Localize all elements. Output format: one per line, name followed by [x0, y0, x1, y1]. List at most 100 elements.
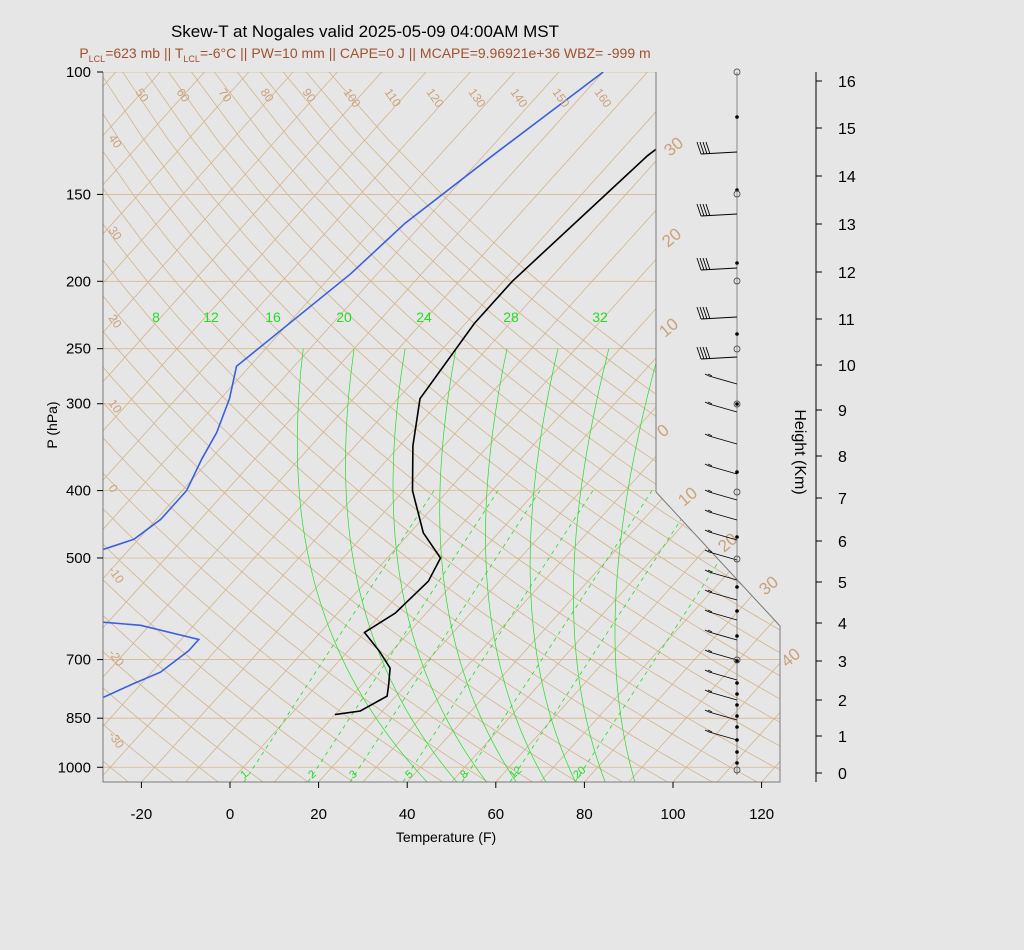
mixing-ratio-label-top: 32	[592, 309, 608, 325]
x-tick-label: -20	[131, 806, 153, 823]
isotherm-line	[103, 72, 250, 782]
height-tick-label: 16	[838, 74, 856, 91]
wind-level-dot	[735, 692, 739, 696]
mixing-ratio-lines	[243, 348, 766, 782]
dewpoint-line	[103, 72, 604, 704]
wind-level-dot	[735, 535, 739, 539]
mixing-ratio-line	[461, 490, 653, 782]
wind-barb	[704, 433, 738, 445]
isotherm-line	[539, 72, 780, 782]
dry-adiabat-line	[103, 72, 780, 782]
wind-barb	[704, 689, 738, 701]
wind-level-dot	[735, 738, 739, 742]
isotherm-line	[103, 72, 294, 782]
wind-barb	[704, 549, 738, 561]
x-tick-label: 120	[749, 806, 774, 823]
wind-barb	[704, 709, 738, 721]
dry-adiabat-line	[103, 72, 623, 782]
moist-adiabat-line	[485, 348, 547, 782]
height-tick-label: 5	[838, 575, 847, 592]
height-tick-label: 12	[838, 265, 856, 282]
right-side-label: 30	[755, 572, 782, 599]
isotherm-line	[850, 72, 1024, 782]
x-tick-label: 20	[310, 806, 327, 823]
wind-barb	[696, 257, 738, 271]
plot-border	[102, 72, 781, 783]
wind-profile	[696, 68, 741, 775]
moist-adiabat-line	[392, 348, 487, 782]
dry-adiabat-line	[0, 72, 39, 782]
tlcl-label: T	[174, 45, 184, 61]
dry-adiabat-line	[282, 72, 780, 782]
pressure-tick-label: 250	[66, 341, 91, 358]
height-tick-label: 13	[838, 217, 856, 234]
x-tick-label: 80	[576, 806, 593, 823]
axes: -20 0 20 40 60 80 100 1201001502002503004005007…	[58, 64, 856, 823]
moist-adiabat-line	[345, 348, 458, 782]
isotherm-line	[103, 72, 560, 782]
wind-level-dot	[735, 609, 739, 613]
pressure-tick-label: 150	[66, 186, 91, 203]
height-tick-label: 11	[838, 312, 855, 329]
wind-level-circle	[733, 68, 741, 76]
height-tick-label: 10	[838, 358, 856, 375]
x-tick-label: 40	[399, 806, 416, 823]
wind-level-circle	[733, 345, 741, 353]
wind-barb	[704, 529, 738, 541]
plot-area	[103, 72, 780, 782]
height-axis-label: Height (Km)	[791, 409, 808, 494]
profile-lines	[103, 72, 759, 716]
isotherm-line	[495, 72, 780, 782]
dry-adiabat-line	[122, 72, 780, 782]
dry-adiabat-line	[103, 72, 309, 782]
plcl-value: =623 mb ||	[105, 45, 175, 61]
dry-adiabat-line	[191, 72, 780, 782]
dry-adiabat-line	[305, 72, 780, 782]
mixing-ratio-label-top: 16	[265, 309, 281, 325]
dry-adiabat-line	[103, 72, 174, 782]
wind-level-dot	[735, 750, 739, 754]
dry-adiabat-line	[103, 72, 354, 782]
chart-title: Skew-T at Nogales valid 2025-05-09 04:00…	[170, 22, 560, 41]
pressure-tick-label: 500	[66, 550, 91, 567]
wind-barb	[704, 649, 738, 661]
wind-level-circle	[733, 400, 741, 408]
pressure-tick-label: 400	[66, 483, 91, 500]
x-axis-label: Temperature (F)	[396, 829, 496, 845]
isotherm-line	[103, 72, 604, 782]
mixing-ratio-line	[509, 490, 701, 782]
isotherm-line	[103, 72, 515, 782]
pressure-tick-label: 200	[66, 273, 91, 290]
wind-barb	[704, 629, 738, 641]
isotherm-line	[103, 72, 693, 782]
moist-adiabat-line	[614, 348, 661, 782]
dry-adiabat-line	[145, 72, 780, 782]
height-tick-label: 2	[838, 693, 847, 710]
wind-level-dot	[735, 761, 739, 765]
wind-barb	[704, 373, 738, 385]
isotherm-line	[939, 72, 1024, 782]
x-tick-label: 60	[487, 806, 504, 823]
grid-lines	[0, 72, 1024, 782]
wind-barb	[704, 569, 738, 581]
wind-level-dot	[735, 681, 739, 685]
wind-level-circle	[733, 190, 741, 198]
mixing-ratio-label-top: 20	[336, 309, 352, 325]
pressure-tick-label: 1000	[58, 759, 91, 776]
moist-adiabat-line	[573, 348, 610, 782]
dry-adiabat-line	[103, 72, 758, 782]
wind-level-dot	[735, 470, 739, 474]
height-tick-label: 8	[838, 449, 847, 466]
wind-level-dot	[735, 261, 739, 265]
dry-adiabat-line	[103, 72, 264, 782]
mixing-ratio-line	[307, 490, 499, 782]
wind-level-dot	[735, 714, 739, 718]
wind-barb	[704, 463, 738, 475]
wind-barb	[704, 669, 738, 681]
right-side-label: 10	[655, 314, 682, 341]
chart-subtitle: PLCL=623 mb || TLCL=-6°C || PW=10 mm || …	[0, 45, 730, 64]
wind-level-dot	[735, 585, 739, 589]
isotherm-line	[103, 72, 382, 782]
isotherm-line	[103, 72, 471, 782]
wind-level-dot	[735, 725, 739, 729]
